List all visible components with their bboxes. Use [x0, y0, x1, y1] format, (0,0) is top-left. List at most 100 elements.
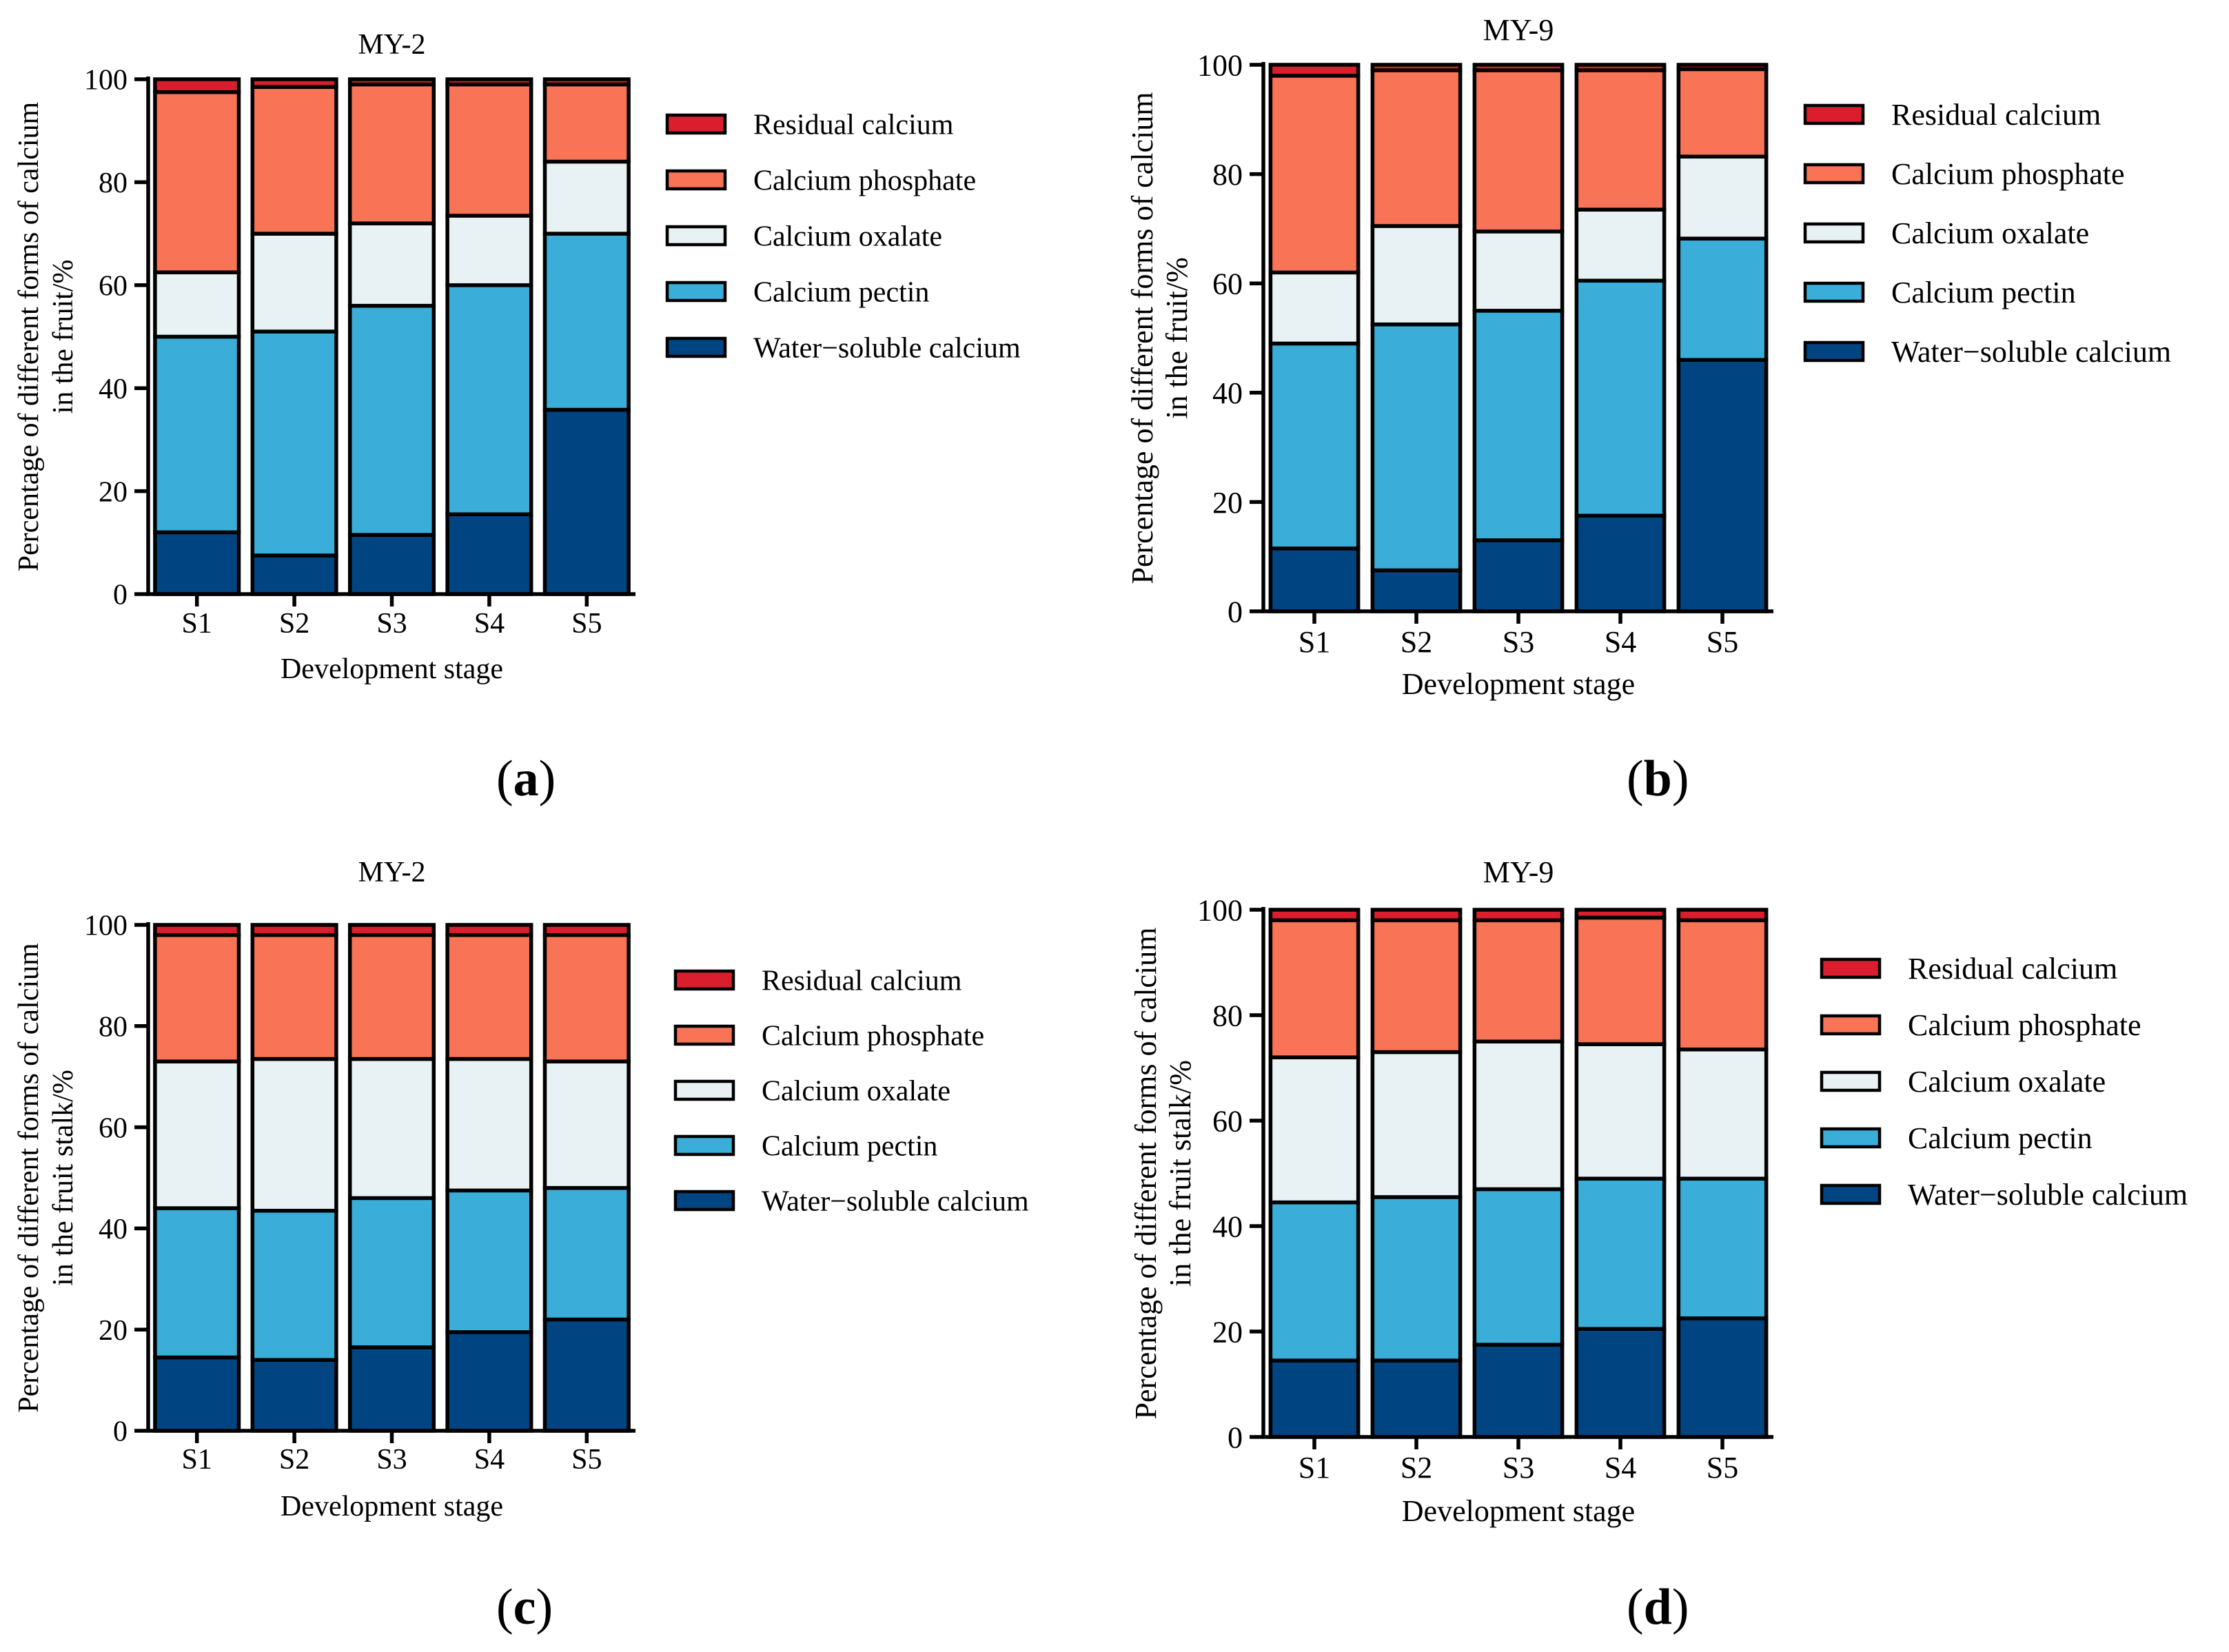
chart-title: MY-2 [358, 857, 425, 888]
x-axis-label: Development stage [281, 1491, 503, 1522]
bar-segment-water-s2 [250, 553, 338, 596]
y-tick-label: 0 [113, 580, 128, 611]
bar-segment-residual-s2 [250, 923, 338, 937]
chart-panel-c: MY-2 S1 S2 S3 S4 S5 0 20 40 60 80 100 Development st… [13, 857, 1029, 1522]
bar-segment-pectin-s1 [153, 334, 241, 535]
bar-segment-oxalate-s2 [250, 232, 338, 334]
y-tick-label: 100 [84, 910, 128, 942]
legend-label-oxalate: Calcium oxalate [753, 221, 942, 252]
y-tick-label: 20 [1212, 1315, 1243, 1349]
bar-segment-phosphate-s4 [445, 82, 533, 218]
bar-segment-residual-s4 [445, 923, 533, 937]
y-axis-label-line-2: in the fruit/% [48, 260, 79, 414]
bar-segment-oxalate-s4 [445, 214, 533, 287]
legend-label-water: Water−soluble calcium [753, 332, 1021, 364]
legend-swatch-residual [673, 969, 735, 991]
bar-segment-pectin-s4 [445, 1188, 533, 1334]
bar-segment-residual-s5 [1676, 63, 1769, 72]
bar-segment-pectin-s2 [250, 1208, 338, 1362]
bar-segment-oxalate-s1 [1268, 270, 1361, 346]
y-tick-label: 60 [1212, 267, 1243, 301]
bar-segment-water-s2 [1370, 1358, 1463, 1439]
legend-label-pectin: Calcium pectin [762, 1130, 937, 1162]
x-tick-label: S5 [1707, 625, 1738, 659]
chart-panel-d: MY-9 S1 S2 S3 S4 S5 0 20 40 60 80 100 Development st… [1129, 855, 2188, 1528]
bar-segment-oxalate-s2 [1370, 1050, 1463, 1199]
bar-segment-residual-s3 [347, 77, 436, 87]
bar-segment-phosphate-s3 [1472, 68, 1565, 234]
bar-segment-pectin-s2 [1370, 1195, 1463, 1363]
bar-segment-pectin-s1 [1268, 1200, 1361, 1363]
legend-swatch-phosphate [673, 1024, 735, 1046]
bar-segment-oxalate-s2 [1370, 224, 1463, 327]
bar-segment-oxalate-s3 [1472, 230, 1565, 313]
bar-segment-pectin-s4 [1574, 278, 1667, 518]
caption-c: (c) [496, 1579, 553, 1635]
x-tick-label: S2 [1401, 625, 1432, 659]
bar-segment-residual-s1 [1268, 63, 1361, 78]
x-tick-label: S2 [279, 1444, 309, 1476]
legend-swatch-water [1803, 340, 1865, 363]
bar-segment-water-s5 [1676, 1316, 1769, 1439]
bar-segment-water-s1 [153, 530, 241, 596]
bar-segment-oxalate-s1 [153, 270, 241, 339]
x-tick-label: S4 [1605, 1451, 1636, 1485]
legend-label-oxalate: Calcium oxalate [1891, 216, 2089, 250]
bar-segment-residual-s1 [153, 923, 241, 937]
bar-segment-oxalate-s3 [347, 221, 436, 308]
legend-label-pectin: Calcium pectin [1891, 276, 2076, 309]
bar-segment-pectin-s5 [542, 232, 631, 412]
legend-label-residual: Residual calcium [1891, 98, 2101, 132]
y-tick-label: 100 [1197, 48, 1243, 82]
y-tick-label: 20 [99, 476, 128, 508]
caption-c-letter: c [513, 1579, 536, 1635]
bar-segment-pectin-s4 [1574, 1176, 1667, 1331]
bar-segment-phosphate-s3 [1472, 918, 1565, 1043]
y-axis-label-line-2: in the fruit/% [1160, 257, 1194, 419]
bar-segment-water-s5 [542, 1317, 631, 1433]
chart-title: MY-9 [1483, 855, 1554, 889]
y-axis-label-line-1: Percentage of different forms of calcium [1126, 92, 1159, 584]
bar-segment-water-s4 [1574, 1327, 1667, 1439]
x-axis-label: Development stage [1402, 667, 1635, 701]
bar-segment-phosphate-s1 [153, 932, 241, 1063]
y-tick-label: 40 [1212, 376, 1243, 410]
legend-swatch-phosphate [1820, 1014, 1882, 1036]
bar-segment-phosphate-s1 [1268, 918, 1361, 1059]
legend-label-phosphate: Calcium phosphate [1908, 1008, 2141, 1042]
bar-segment-pectin-s3 [1472, 309, 1565, 542]
bar-segment-oxalate-s5 [542, 1059, 631, 1190]
bar-segment-residual-s5 [542, 923, 631, 937]
legend: Residual calcium Calcium phosphate Calcium… [1820, 952, 2188, 1212]
bar-segment-phosphate-s3 [347, 932, 436, 1061]
bar-segment-pectin-s1 [153, 1206, 241, 1360]
bar-segment-residual-s4 [1574, 908, 1667, 920]
bar-segment-oxalate-s4 [1574, 207, 1667, 283]
y-tick-label: 100 [84, 65, 128, 96]
legend: Residual calcium Calcium phosphate Calcium… [1803, 98, 2171, 369]
y-tick-label: 100 [1197, 893, 1243, 927]
bar-segment-water-s1 [1268, 1358, 1361, 1439]
x-tick-label: S1 [182, 608, 212, 640]
y-tick-label: 0 [113, 1416, 128, 1448]
legend-label-residual: Residual calcium [753, 109, 954, 141]
bar-segment-oxalate-s5 [542, 159, 631, 236]
bar-segment-water-s1 [1268, 547, 1361, 613]
y-axis-label-line-1: Percentage of different forms of calcium [13, 101, 45, 571]
bar-segment-pectin-s5 [542, 1185, 631, 1322]
legend-swatch-oxalate [1820, 1070, 1882, 1092]
bar-segment-pectin-s2 [1370, 322, 1463, 573]
y-tick-label: 20 [1212, 486, 1243, 520]
bar-segment-phosphate-s4 [1574, 68, 1667, 212]
bar-segment-residual-s3 [1472, 908, 1565, 923]
chart-title: MY-2 [358, 29, 425, 61]
bar-segment-phosphate-s5 [542, 82, 631, 164]
legend-swatch-water [665, 336, 727, 358]
bar-segment-pectin-s5 [1676, 236, 1769, 362]
bar-segment-phosphate-s2 [1370, 68, 1463, 228]
legend-swatch-water [1820, 1183, 1882, 1205]
legend-swatch-oxalate [673, 1079, 735, 1101]
bar-segment-water-s3 [347, 1345, 436, 1433]
y-tick-label: 80 [1212, 158, 1243, 192]
caption-b-letter: b [1643, 751, 1672, 807]
